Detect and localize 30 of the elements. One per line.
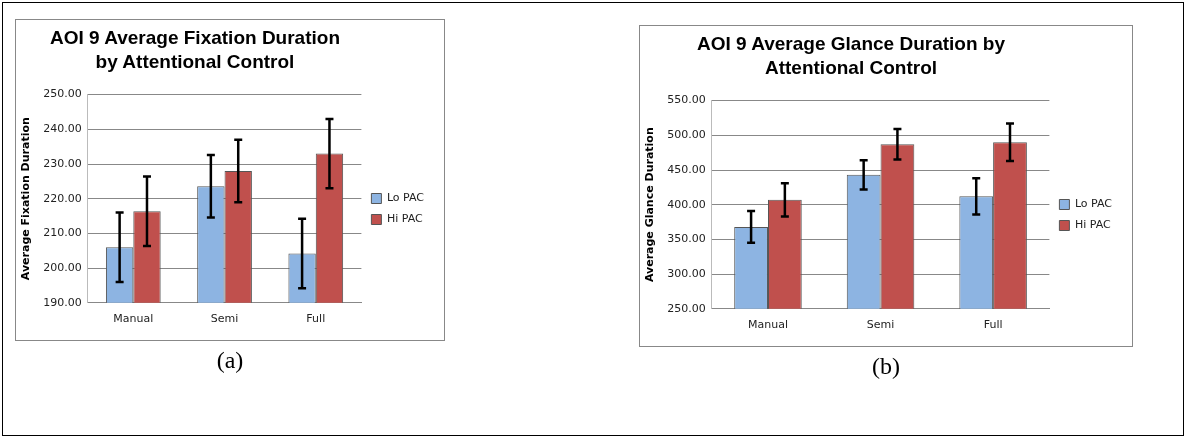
- y-tick-label: 350.00: [667, 232, 706, 246]
- text: (a): [215, 347, 245, 374]
- x-tick-label: Manual: [113, 312, 154, 326]
- y-axis-title: Average Glance Duration: [643, 127, 657, 283]
- y-tick-label: 450.00: [667, 162, 706, 176]
- legend-label: Lo PAC: [1074, 197, 1113, 211]
- y-tick-label: 550.00: [667, 93, 706, 107]
- chart-title: AOI 9 Average Fixation Duration by Attentional Control: [49, 26, 341, 74]
- y-tick-label: 210.00: [43, 226, 82, 240]
- legend-label: Hi PAC: [386, 212, 423, 226]
- x-tick-label: Semi: [210, 312, 239, 326]
- y-tick-label: 190.00: [43, 295, 82, 309]
- chart-title: AOI 9 Average Glance Duration by Attentional Control: [696, 32, 1006, 80]
- x-tick-label: Semi: [866, 318, 895, 332]
- text: (b): [871, 353, 901, 380]
- legend-label: Hi PAC: [1074, 218, 1111, 232]
- legend-label: Lo PAC: [386, 191, 425, 205]
- y-tick-label: 250.00: [667, 301, 706, 315]
- y-tick-label: 300.00: [667, 266, 706, 280]
- x-tick-label: Manual: [747, 318, 788, 332]
- y-tick-label: 400.00: [667, 197, 706, 211]
- y-tick-label: 200.00: [43, 260, 82, 274]
- y-tick-label: 220.00: [43, 191, 82, 205]
- y-tick-label: 500.00: [667, 128, 706, 142]
- y-tick-label: 230.00: [43, 156, 82, 170]
- x-tick-label: Full: [983, 318, 1003, 332]
- y-tick-label: 250.00: [43, 87, 82, 101]
- y-axis-title: Average Fixation Duration: [19, 117, 33, 281]
- x-tick-label: Full: [306, 312, 326, 326]
- y-tick-label: 240.00: [43, 122, 82, 136]
